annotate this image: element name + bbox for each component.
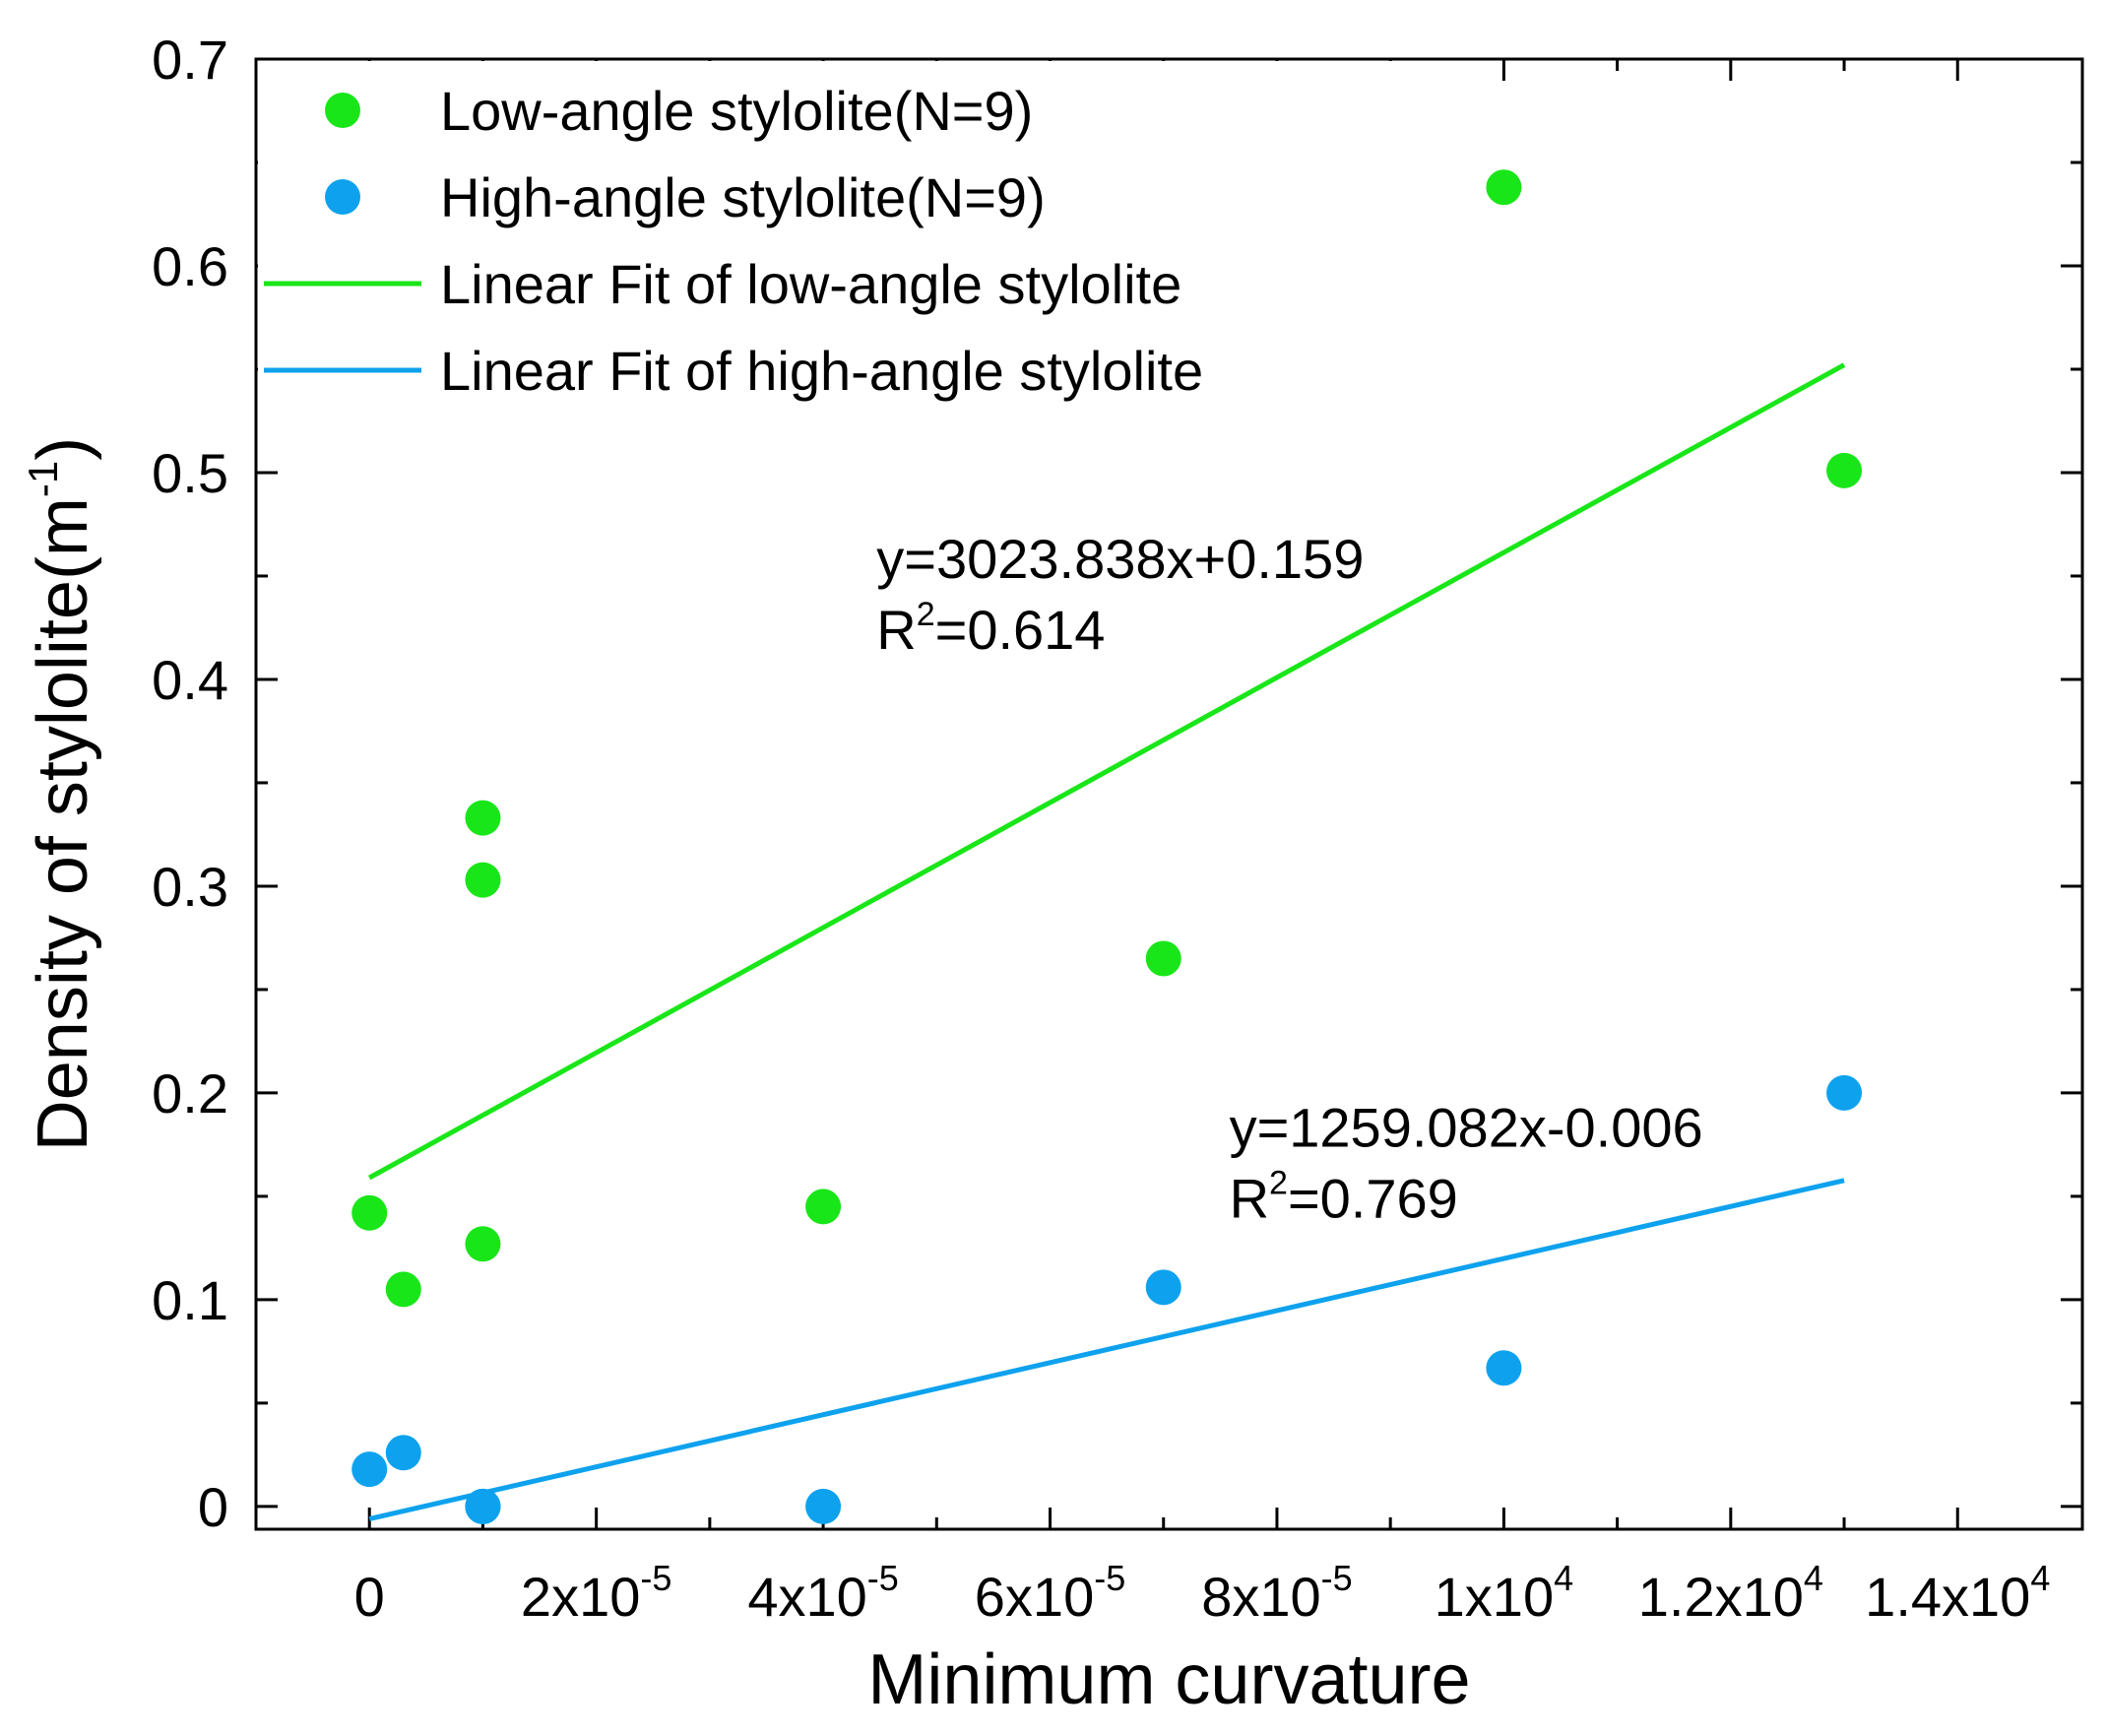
y-tick-label: 0.3 [152,856,228,918]
y-axis-unit: (m [24,497,102,580]
data-points [351,169,1863,1524]
x-tick-label: 1.4x104 [1865,1558,2050,1628]
legend-label: Linear Fit of high-angle stylolite [440,340,1203,402]
data-point-low-angle [351,1194,388,1231]
fit-equation: y=3023.838x+0.159 [876,528,1364,590]
plot-frame [254,57,2084,1531]
x-tick-exponent: -5 [640,1558,671,1598]
data-point-low-angle [1826,452,1863,488]
legend: Low-angle stylolite(N=9) High-angle stylo… [258,61,1400,404]
r-squared-value: =0.769 [1288,1168,1458,1230]
fit-lines [368,362,1846,1521]
y-axis-unit-exponent: -1 [20,461,66,497]
x-tick-mantissa: 4x10 [747,1566,866,1628]
y-tick-label: 0.7 [152,29,228,91]
data-point-high-angle [1826,1074,1863,1111]
fit-line-high-angle [368,1178,1845,1521]
x-tick-mantissa: 2x10 [521,1566,640,1628]
data-point-high-angle [1486,1350,1522,1386]
data-point-low-angle [805,1189,842,1225]
x-tick-mantissa: 1x10 [1435,1566,1554,1628]
x-tick-label: 1.2x104 [1638,1558,1823,1628]
x-tick-exponent: 4 [1554,1558,1573,1598]
plot-border [254,57,2084,1531]
y-axis-title-text: Density of stylolite [24,580,102,1151]
x-tick-exponent: -5 [1321,1558,1353,1598]
data-point-high-angle [385,1435,421,1471]
legend-label: Low-angle stylolite(N=9) [440,80,1033,142]
data-point-low-angle [1486,169,1522,206]
legend-label: High-angle stylolite(N=9) [440,166,1046,228]
x-tick-label: 0 [354,1566,385,1628]
y-axis: 0 0.1 0.2 0.3 0.4 0.5 0.6 0.7 [152,29,2082,1538]
x-axis: 0 2x10-5 4x10-5 6x10-5 8x10-5 1x104 1.2x104 1.4… [354,59,2050,1628]
y-axis-unit-close: ) [24,437,102,461]
x-tick-mantissa: 1.2x10 [1638,1566,1804,1628]
y-tick-label: 0.5 [152,442,228,504]
legend-label: Linear Fit of low-angle stylolite [440,253,1181,315]
y-tick-label: 0.6 [152,235,228,297]
x-tick-label: 8x10-5 [1201,1558,1352,1628]
data-point-low-angle [385,1271,421,1308]
legend-marker [325,93,360,128]
x-tick-mantissa: 8x10 [1201,1566,1320,1628]
x-tick-label: 2x10-5 [521,1558,671,1628]
x-tick-exponent: -5 [1094,1558,1125,1598]
data-point-low-angle [465,800,501,836]
y-tick-label: 0.4 [152,649,228,711]
data-point-low-angle [1145,940,1181,977]
x-tick-mantissa: 1.4x10 [1865,1566,2030,1628]
fit-r-squared: R2=0.614 [876,596,1105,661]
data-point-high-angle [1145,1269,1181,1306]
data-point-high-angle [805,1488,842,1524]
x-tick-exponent: 4 [1804,1558,1823,1598]
x-tick-mantissa: 6x10 [975,1566,1094,1628]
x-tick-mantissa: 0 [354,1566,385,1628]
fit-r-squared: R2=0.769 [1230,1165,1458,1230]
fit-annotations: y=3023.838x+0.159R2=0.614y=1259.082x-0.0… [876,528,1702,1229]
data-point-low-angle [465,1226,501,1262]
data-point-low-angle [465,862,501,898]
legend-marker [325,179,360,215]
fit-line-low-angle [368,362,1846,1181]
x-tick-label: 4x10-5 [747,1558,898,1628]
r-squared-exponent: 2 [1269,1165,1288,1202]
fit-equation: y=1259.082x-0.006 [1230,1097,1703,1159]
y-axis-title: Density of stylolite(m-1) [20,437,102,1152]
x-axis-title: Minimum curvature [867,1640,1470,1719]
y-tick-label: 0.2 [152,1062,228,1125]
r-squared-symbol: R [1230,1168,1269,1230]
x-tick-exponent: 4 [2030,1558,2050,1598]
y-tick-label: 0 [198,1476,228,1538]
x-tick-exponent: -5 [867,1558,899,1598]
y-tick-label: 0.1 [152,1269,228,1331]
legend-background [258,61,1400,404]
data-point-high-angle [465,1488,501,1524]
r-squared-value: =0.614 [935,599,1106,661]
r-squared-exponent: 2 [917,596,935,633]
x-tick-label: 1x104 [1435,1558,1573,1628]
r-squared-symbol: R [876,599,916,661]
x-tick-label: 6x10-5 [975,1558,1125,1628]
data-point-high-angle [351,1451,388,1488]
